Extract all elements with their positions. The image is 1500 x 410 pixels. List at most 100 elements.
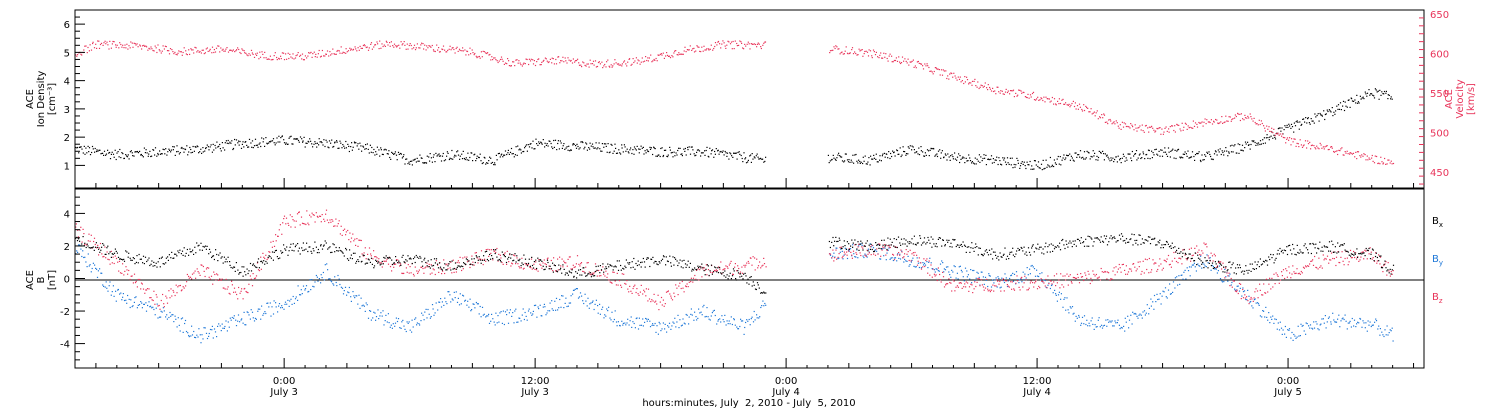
velocity-point-1125 [1314, 147, 1316, 149]
density-point-1208 [1274, 136, 1276, 138]
density-point-100 [169, 149, 171, 151]
density-point-1264 [1326, 109, 1328, 111]
density-point-1229 [1293, 122, 1295, 124]
density-point-1099 [1171, 149, 1173, 151]
bz-point-730 [901, 251, 903, 253]
by-point-100 [179, 330, 181, 332]
velocity-point-617 [720, 47, 722, 49]
bz-point-472 [568, 256, 570, 258]
density-point-685 [719, 151, 721, 153]
bz-point-1180 [1371, 258, 1373, 260]
density-point-1319 [1378, 98, 1380, 100]
velocity-point-881 [1058, 98, 1060, 100]
velocity-point-780 [953, 72, 955, 74]
by-point-653 [758, 317, 760, 319]
bz-point-470 [566, 265, 568, 267]
bz-point-380 [472, 261, 474, 263]
by-point-1196 [1388, 332, 1390, 334]
density-point-931 [1013, 163, 1015, 166]
bz-point-653 [757, 265, 760, 267]
velocity-point-156 [238, 48, 240, 51]
by-point-734 [905, 260, 907, 262]
by-point-162 [244, 324, 246, 326]
bz-point-619 [722, 269, 724, 271]
density-point-912 [995, 159, 997, 161]
density-point-1079 [1152, 152, 1154, 154]
velocity-point-854 [1030, 96, 1032, 98]
density-point-22 [95, 150, 98, 153]
by-point-998 [1181, 274, 1183, 276]
by-point-828 [1003, 281, 1006, 284]
velocity-point-35 [111, 43, 113, 45]
by-point-615 [717, 319, 720, 321]
velocity-point-1043 [1228, 116, 1230, 118]
density-point-667 [702, 152, 704, 154]
density-point-168 [232, 147, 235, 150]
density-point-149 [215, 147, 217, 149]
velocity-point-1056 [1242, 118, 1244, 120]
by-point-458 [554, 300, 556, 302]
by-point-310 [399, 327, 401, 329]
by-point-1172 [1363, 322, 1365, 324]
velocity-point-666 [834, 47, 836, 50]
by-point-410 [503, 323, 505, 326]
velocity-point-355 [446, 51, 448, 53]
velocity-point-526 [625, 63, 627, 65]
velocity-point-766 [938, 69, 940, 71]
density-point-625 [662, 154, 665, 157]
velocity-point-200 [283, 59, 286, 61]
density-point-794 [884, 156, 886, 158]
by-point-897 [1075, 315, 1077, 317]
bz-point-613 [715, 269, 717, 271]
density-point-570 [611, 144, 613, 146]
bz-point-74 [152, 299, 154, 302]
bz-point-311 [400, 263, 402, 265]
bz-point-126 [206, 267, 208, 269]
bz-point-1024 [1208, 257, 1210, 259]
velocity-point-63 [141, 48, 143, 50]
bz-point-481 [578, 263, 580, 265]
by-point-8 [83, 256, 85, 259]
density-point-180 [244, 141, 246, 143]
by-point-68 [145, 310, 148, 312]
velocity-point-184 [267, 58, 269, 60]
by-point-1144 [1334, 321, 1336, 323]
bz-point-1160 [1350, 257, 1352, 259]
velocity-point-980 [1162, 133, 1164, 135]
bz-point-818 [993, 290, 995, 292]
density-point-642 [679, 147, 681, 149]
velocity-point-954 [1135, 127, 1137, 129]
bz-point-669 [837, 256, 839, 258]
by-point-44 [121, 299, 123, 301]
velocity-point-1044 [1229, 116, 1231, 118]
density-point-1013 [1090, 155, 1092, 158]
velocity-point-300 [389, 42, 391, 44]
velocity-point-267 [354, 46, 356, 48]
bz-point-734 [905, 249, 907, 251]
density-point-818 [907, 153, 909, 155]
by-point-518 [616, 325, 618, 327]
density-point-1209 [1274, 138, 1277, 140]
density-point-1155 [1223, 150, 1226, 152]
by-point-739 [910, 261, 912, 263]
bz-point-1035 [1220, 261, 1222, 263]
density-point-495 [540, 142, 543, 144]
velocity-point-839 [1015, 92, 1017, 94]
by-point-155 [237, 320, 239, 322]
velocity-point-586 [687, 49, 689, 51]
velocity-point-963 [1144, 125, 1147, 127]
by-point-1092 [1279, 321, 1281, 323]
bz-point-831 [1006, 284, 1008, 286]
density-point-1052 [1127, 153, 1129, 155]
by-point-402 [495, 312, 497, 314]
velocity-point-769 [941, 74, 944, 76]
by-point-773 [945, 266, 948, 268]
bz-point-219 [304, 223, 306, 225]
bz-point-167 [249, 275, 251, 277]
velocity-point-151 [232, 49, 234, 51]
by-point-691 [860, 243, 862, 245]
density-point-190 [253, 145, 256, 147]
density-point-945 [1026, 161, 1028, 163]
bz-point-1031 [1215, 266, 1217, 269]
by-point-347 [438, 301, 440, 303]
